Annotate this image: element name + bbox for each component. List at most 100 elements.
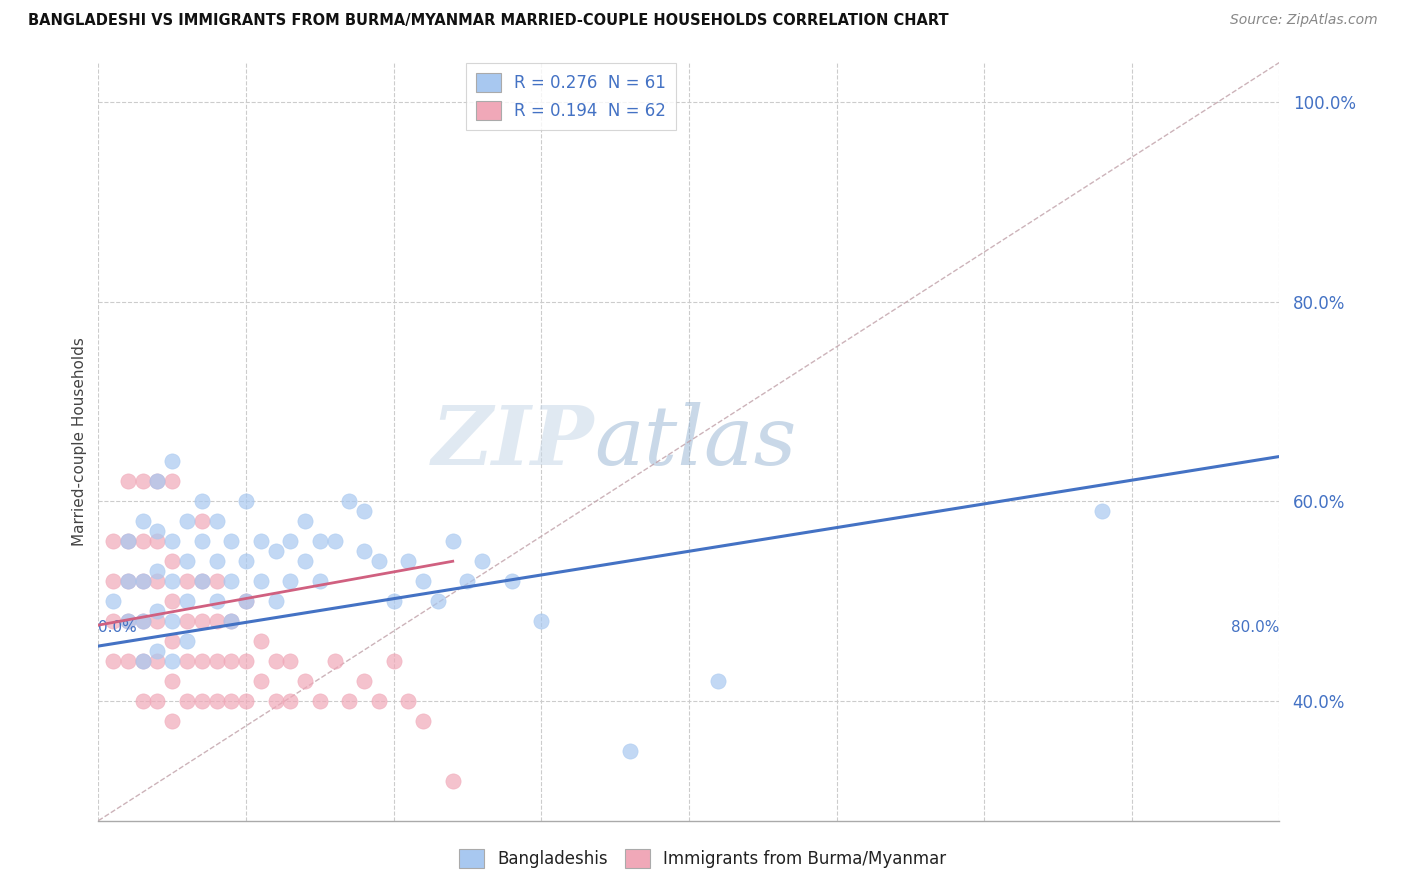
- Text: BANGLADESHI VS IMMIGRANTS FROM BURMA/MYANMAR MARRIED-COUPLE HOUSEHOLDS CORRELATI: BANGLADESHI VS IMMIGRANTS FROM BURMA/MYA…: [28, 13, 949, 29]
- Point: [146, 524, 169, 539]
- Point: [176, 594, 198, 608]
- Point: [132, 654, 155, 668]
- Point: [132, 694, 155, 708]
- Point: [162, 554, 183, 568]
- Point: [132, 614, 155, 628]
- Point: [191, 654, 214, 668]
- Point: [146, 564, 169, 578]
- Point: [323, 534, 346, 549]
- Point: [162, 634, 183, 648]
- Point: [191, 534, 214, 549]
- Point: [501, 574, 523, 589]
- Point: [309, 534, 332, 549]
- Point: [162, 574, 183, 589]
- Point: [441, 534, 464, 549]
- Point: [146, 654, 169, 668]
- Point: [441, 773, 464, 788]
- Point: [339, 694, 361, 708]
- Point: [103, 594, 125, 608]
- Point: [294, 514, 316, 528]
- Point: [280, 534, 302, 549]
- Point: [191, 614, 214, 628]
- Point: [205, 514, 228, 528]
- Point: [427, 594, 450, 608]
- Point: [205, 614, 228, 628]
- Point: [162, 673, 183, 688]
- Point: [382, 654, 405, 668]
- Point: [191, 514, 214, 528]
- Point: [162, 454, 183, 468]
- Point: [294, 554, 316, 568]
- Point: [191, 494, 214, 508]
- Point: [117, 614, 139, 628]
- Point: [176, 514, 198, 528]
- Point: [264, 694, 287, 708]
- Point: [176, 574, 198, 589]
- Point: [382, 594, 405, 608]
- Point: [353, 673, 375, 688]
- Point: [117, 534, 139, 549]
- Point: [235, 594, 257, 608]
- Point: [280, 694, 302, 708]
- Point: [221, 614, 243, 628]
- Point: [146, 574, 169, 589]
- Point: [205, 694, 228, 708]
- Point: [339, 494, 361, 508]
- Point: [146, 694, 169, 708]
- Point: [146, 644, 169, 658]
- Point: [191, 694, 214, 708]
- Point: [530, 614, 553, 628]
- Point: [353, 504, 375, 518]
- Point: [146, 614, 169, 628]
- Point: [309, 694, 332, 708]
- Point: [250, 634, 273, 648]
- Point: [264, 594, 287, 608]
- Point: [280, 574, 302, 589]
- Point: [103, 654, 125, 668]
- Point: [117, 654, 139, 668]
- Point: [205, 594, 228, 608]
- Point: [412, 714, 434, 728]
- Point: [132, 614, 155, 628]
- Point: [146, 534, 169, 549]
- Point: [176, 694, 198, 708]
- Point: [221, 574, 243, 589]
- Point: [117, 574, 139, 589]
- Point: [176, 614, 198, 628]
- Point: [117, 475, 139, 489]
- Point: [323, 654, 346, 668]
- Point: [132, 534, 155, 549]
- Point: [264, 654, 287, 668]
- Point: [398, 694, 420, 708]
- Point: [250, 574, 273, 589]
- Point: [132, 475, 155, 489]
- Point: [191, 574, 214, 589]
- Point: [309, 574, 332, 589]
- Point: [221, 654, 243, 668]
- Point: [294, 673, 316, 688]
- Point: [457, 574, 479, 589]
- Point: [205, 574, 228, 589]
- Point: [191, 574, 214, 589]
- Point: [471, 554, 494, 568]
- Point: [103, 574, 125, 589]
- Point: [162, 594, 183, 608]
- Point: [221, 534, 243, 549]
- Point: [132, 574, 155, 589]
- Point: [205, 554, 228, 568]
- Text: atlas: atlas: [595, 401, 797, 482]
- Point: [205, 654, 228, 668]
- Point: [132, 654, 155, 668]
- Point: [132, 574, 155, 589]
- Point: [398, 554, 420, 568]
- Point: [1091, 504, 1114, 518]
- Text: 0.0%: 0.0%: [98, 620, 138, 635]
- Point: [235, 494, 257, 508]
- Text: Source: ZipAtlas.com: Source: ZipAtlas.com: [1230, 13, 1378, 28]
- Legend: R = 0.276  N = 61, R = 0.194  N = 62: R = 0.276 N = 61, R = 0.194 N = 62: [465, 63, 676, 130]
- Point: [162, 714, 183, 728]
- Point: [221, 694, 243, 708]
- Point: [162, 534, 183, 549]
- Point: [619, 744, 641, 758]
- Point: [103, 614, 125, 628]
